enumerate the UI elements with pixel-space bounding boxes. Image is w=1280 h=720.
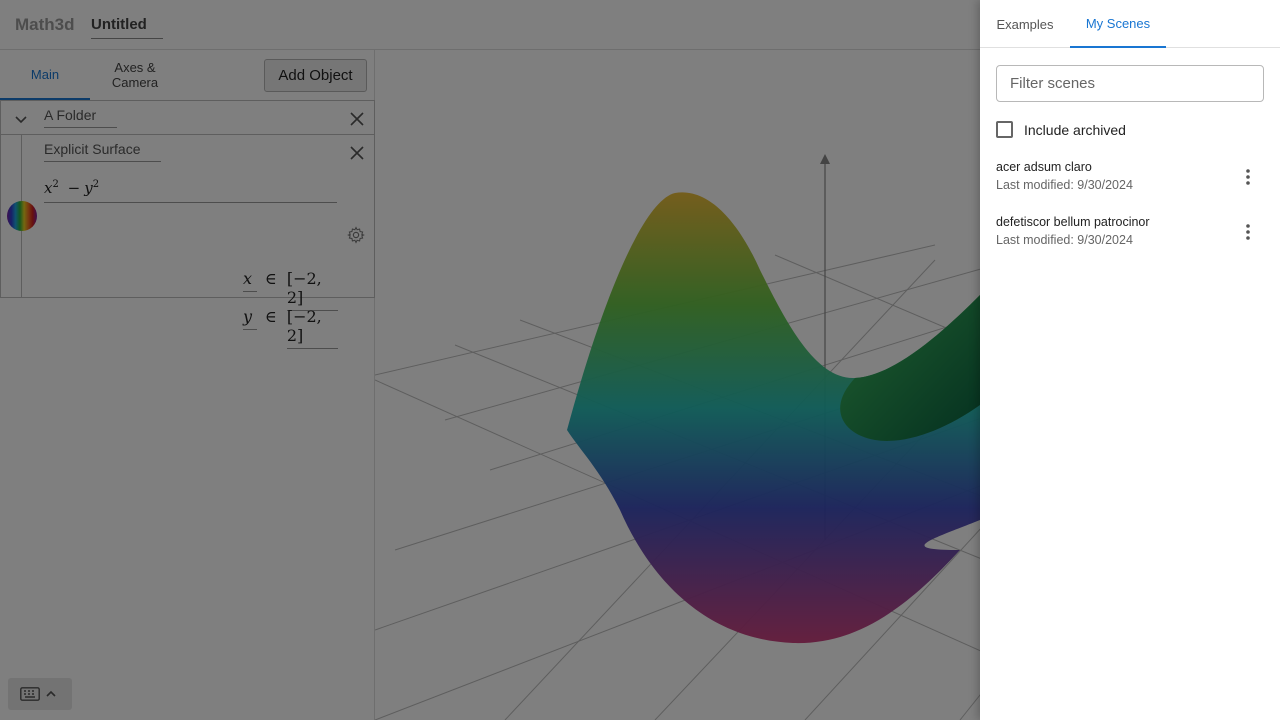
include-archived-row[interactable]: Include archived (996, 121, 1126, 138)
scene-modified: Last modified: 9/30/2024 (996, 178, 1133, 192)
tab-my-scenes[interactable]: My Scenes (1070, 0, 1166, 48)
drawer-tabs: Examples My Scenes (980, 0, 1280, 48)
drawer-backdrop[interactable] (0, 0, 980, 720)
tab-examples[interactable]: Examples (996, 16, 1054, 32)
more-vert-icon[interactable] (1242, 222, 1254, 242)
scene-list-item[interactable]: defetiscor bellum patrocinor Last modifi… (996, 215, 1264, 255)
filter-scenes-input[interactable] (996, 65, 1264, 102)
scene-name: acer adsum claro (996, 160, 1092, 174)
include-archived-checkbox[interactable] (996, 121, 1013, 138)
include-archived-label: Include archived (1024, 121, 1126, 138)
scene-modified: Last modified: 9/30/2024 (996, 233, 1133, 247)
scene-name: defetiscor bellum patrocinor (996, 215, 1150, 229)
scene-list-item[interactable]: acer adsum claro Last modified: 9/30/202… (996, 160, 1264, 200)
more-vert-icon[interactable] (1242, 167, 1254, 187)
scenes-drawer: Examples My Scenes Include archived acer… (980, 0, 1280, 720)
